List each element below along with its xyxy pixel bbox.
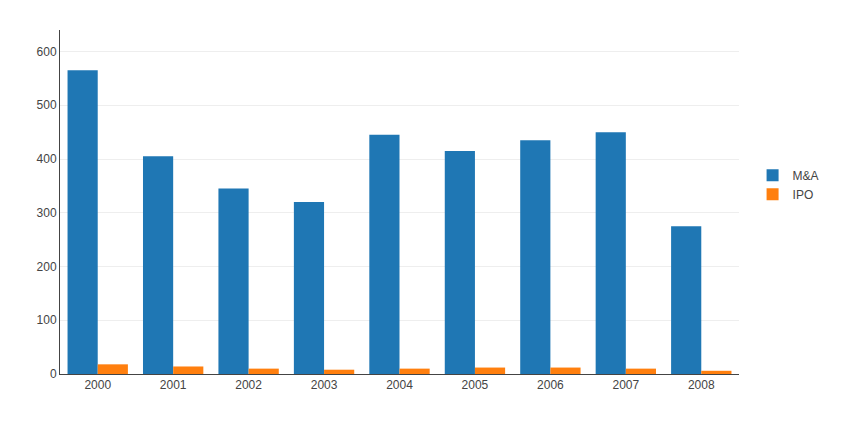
svg-text:200: 200 bbox=[37, 260, 57, 274]
svg-text:2000: 2000 bbox=[84, 378, 111, 392]
svg-text:300: 300 bbox=[37, 206, 57, 220]
svg-text:100: 100 bbox=[37, 313, 57, 327]
svg-text:2004: 2004 bbox=[386, 378, 413, 392]
svg-text:2003: 2003 bbox=[311, 378, 338, 392]
svg-text:2005: 2005 bbox=[462, 378, 489, 392]
svg-text:2008: 2008 bbox=[688, 378, 715, 392]
svg-text:IPO: IPO bbox=[793, 188, 814, 202]
svg-text:400: 400 bbox=[37, 152, 57, 166]
svg-text:M&A: M&A bbox=[793, 169, 819, 183]
svg-text:0: 0 bbox=[50, 367, 57, 381]
svg-text:2002: 2002 bbox=[235, 378, 262, 392]
svg-text:600: 600 bbox=[37, 45, 57, 59]
svg-text:2007: 2007 bbox=[612, 378, 639, 392]
svg-text:2001: 2001 bbox=[160, 378, 187, 392]
svg-text:500: 500 bbox=[37, 98, 57, 112]
svg-text:2006: 2006 bbox=[537, 378, 564, 392]
